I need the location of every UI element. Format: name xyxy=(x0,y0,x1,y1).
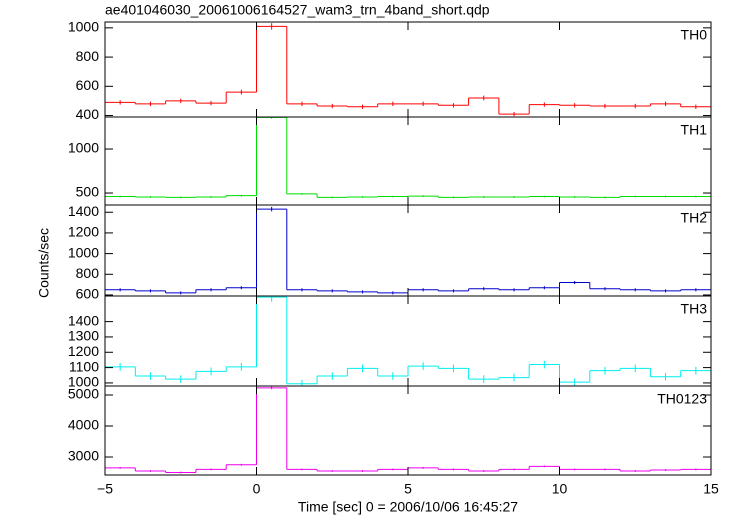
y-tick-label: 1000 xyxy=(68,19,99,35)
panel-label: TH3 xyxy=(681,301,708,317)
panel-label: TH0123 xyxy=(657,391,707,407)
y-tick-label: 1400 xyxy=(68,312,99,328)
x-axis-label: Time [sec] 0 = 2006/10/06 16:45:27 xyxy=(298,499,518,515)
panel-frame xyxy=(104,116,712,206)
y-tick-label: 500 xyxy=(76,184,100,200)
y-tick-label: 3000 xyxy=(68,448,99,464)
y-tick-label: 600 xyxy=(76,77,100,93)
y-tick-label: 600 xyxy=(76,286,100,302)
y-tick-label: 1200 xyxy=(68,343,99,359)
y-tick-label: 1000 xyxy=(68,244,99,260)
y-tick-label: 1300 xyxy=(68,328,99,344)
y-tick-label: 400 xyxy=(76,106,100,122)
x-tick-label: 15 xyxy=(703,481,719,497)
y-axis-label: Counts/sec xyxy=(36,228,52,298)
x-tick-label: −5 xyxy=(97,481,113,497)
panel-frame xyxy=(104,204,712,297)
y-tick-label: 800 xyxy=(76,48,100,64)
y-tick-label: 1000 xyxy=(68,374,99,390)
y-tick-label: 1000 xyxy=(68,140,99,156)
x-tick-label: 10 xyxy=(552,481,568,497)
chart-title: ae401046030_20061006164527_wam3_trn_4ban… xyxy=(105,2,490,18)
x-tick-label: 0 xyxy=(253,481,261,497)
panel-label: TH0 xyxy=(681,27,708,43)
y-tick-label: 4000 xyxy=(68,417,99,433)
y-tick-label: 800 xyxy=(76,265,100,281)
y-tick-label: 5000 xyxy=(68,386,99,402)
y-tick-label: 1400 xyxy=(68,203,99,219)
y-tick-label: 1100 xyxy=(69,358,99,374)
panel-label: TH2 xyxy=(681,210,708,226)
panel-label: TH1 xyxy=(681,122,708,138)
panel-frame xyxy=(104,385,712,476)
x-tick-label: 5 xyxy=(404,481,412,497)
y-tick-label: 1200 xyxy=(68,224,99,240)
